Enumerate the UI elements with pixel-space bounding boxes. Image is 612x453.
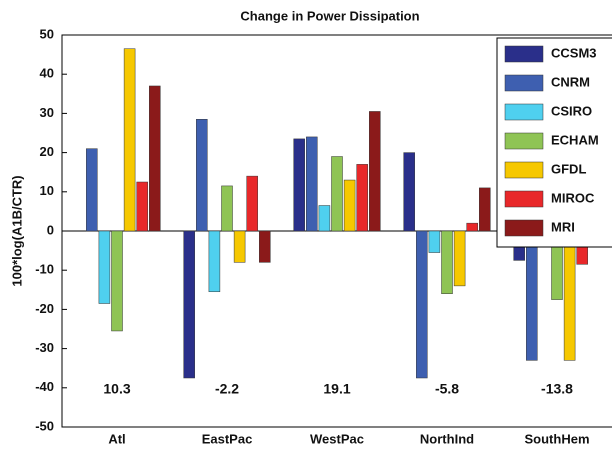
bar (563, 230, 576, 361)
bar (183, 230, 195, 379)
bar (441, 230, 453, 294)
bar (466, 222, 478, 232)
bar (526, 230, 538, 361)
bar (233, 230, 246, 263)
bar (416, 230, 428, 379)
y-tick-label: 0 (47, 222, 54, 237)
legend-label: CSIRO (551, 103, 592, 118)
legend-label: ECHAM (551, 132, 599, 147)
chart-title: Change in Power Dissipation (240, 8, 419, 23)
bar (356, 164, 368, 232)
annotation: -5.8 (435, 381, 459, 397)
bar (196, 119, 208, 232)
x-tick-label: EastPac (202, 431, 253, 446)
legend-label: CNRM (551, 74, 590, 89)
bar (306, 136, 318, 232)
y-tick-label: 30 (40, 105, 54, 120)
bar (331, 156, 343, 232)
legend-label: MRI (551, 219, 575, 234)
bar (246, 175, 258, 232)
y-tick-label: 10 (40, 183, 54, 198)
bar (403, 152, 415, 232)
bar (149, 85, 161, 232)
legend-swatch (504, 74, 544, 92)
legend-swatch (504, 132, 544, 150)
legend-swatch (504, 161, 544, 179)
y-tick-label: -50 (35, 418, 54, 433)
y-tick-label: 40 (40, 66, 54, 81)
y-tick-label: 50 (40, 26, 54, 41)
bar (221, 185, 233, 232)
bar (343, 179, 356, 232)
bar (111, 230, 123, 332)
bar (479, 187, 491, 232)
legend-swatch (504, 103, 544, 121)
annotation: 10.3 (103, 381, 130, 397)
legend-label: MIROC (551, 190, 595, 205)
x-tick-label: Atl (108, 431, 125, 446)
annotation: -2.2 (215, 381, 239, 397)
bar (428, 230, 441, 253)
legend-swatch (504, 45, 544, 63)
bar (98, 230, 111, 304)
bar (453, 230, 466, 287)
bar (259, 230, 271, 263)
bar (208, 230, 221, 293)
y-tick-label: 20 (40, 144, 54, 159)
annotation: 19.1 (323, 381, 350, 397)
legend-label: CCSM3 (551, 45, 597, 60)
annotation: -13.8 (541, 381, 573, 397)
bar (123, 48, 136, 232)
x-tick-label: NorthInd (420, 431, 474, 446)
bar (86, 148, 98, 232)
legend-swatch (504, 190, 544, 208)
y-tick-label: -20 (35, 301, 54, 316)
x-tick-label: SouthHem (525, 431, 590, 446)
y-tick-label: -10 (35, 262, 54, 277)
legend-swatch (504, 219, 544, 237)
y-tick-label: -40 (35, 379, 54, 394)
y-tick-label: -30 (35, 340, 54, 355)
x-tick-label: WestPac (310, 431, 364, 446)
bar (318, 205, 331, 232)
bar (293, 138, 305, 232)
legend-label: GFDL (551, 161, 586, 176)
bar (136, 181, 148, 232)
y-axis-label: 100*log(A1B/CTR) (9, 175, 24, 286)
bar (369, 111, 381, 232)
